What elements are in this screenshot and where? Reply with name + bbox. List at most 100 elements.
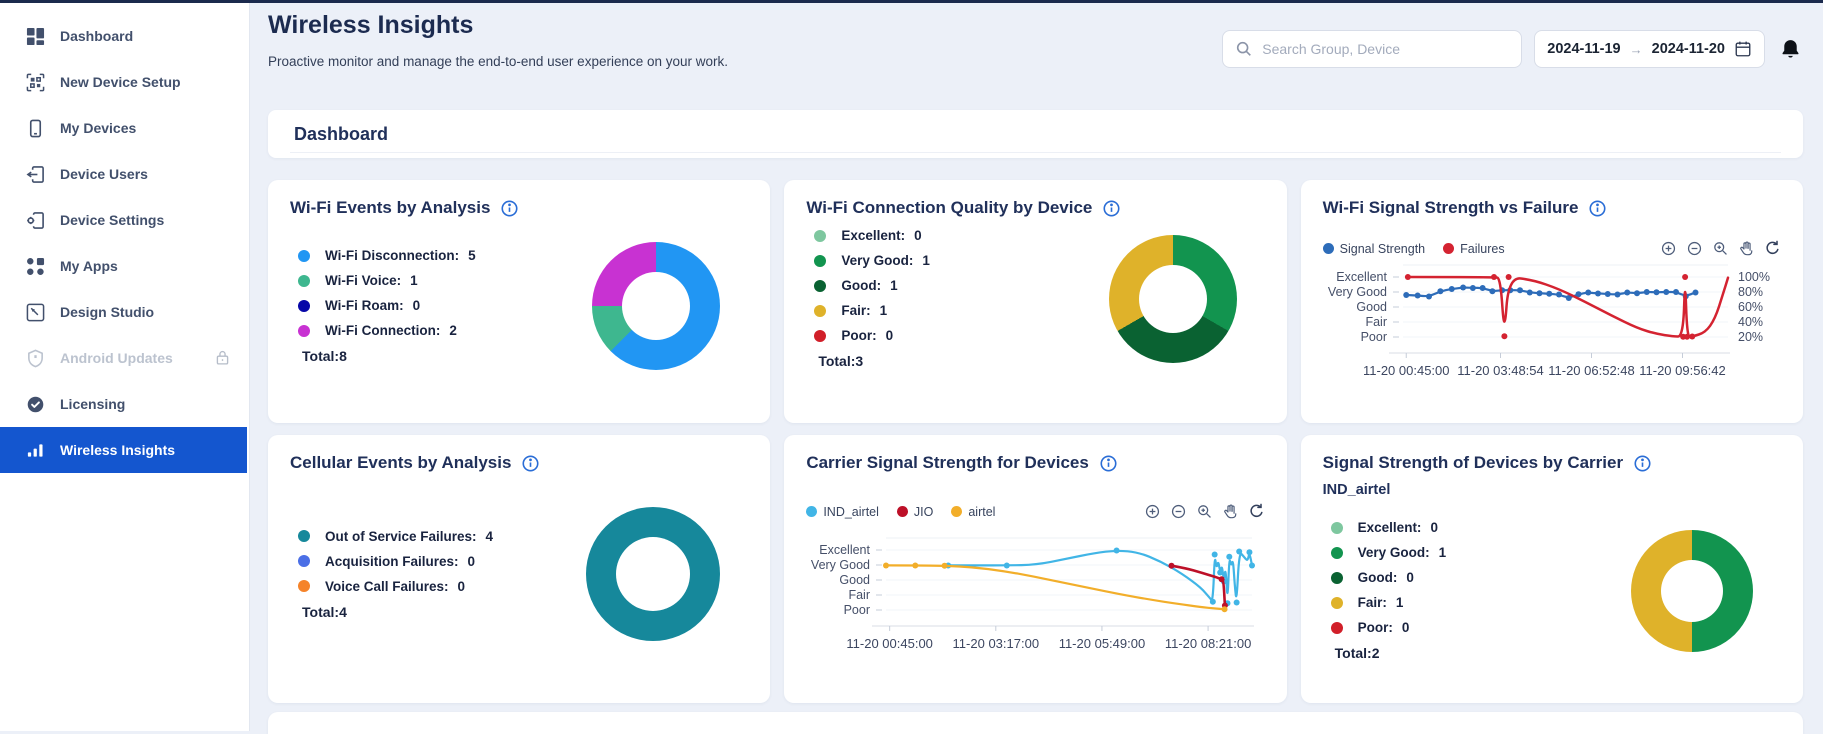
info-icon[interactable] — [1102, 199, 1121, 218]
sidebar-item-label: New Device Setup — [60, 74, 181, 90]
sidebar-item-design-studio[interactable]: Design Studio — [0, 289, 249, 335]
qr-setup-icon — [26, 73, 45, 92]
box-zoom-icon[interactable] — [1712, 240, 1729, 257]
card-cellular-events-by-analysis: Cellular Events by Analysis Out of Servi… — [268, 435, 770, 703]
design-studio-icon — [26, 303, 45, 322]
reset-icon[interactable] — [1764, 240, 1781, 257]
legend-toggle-airtel[interactable]: airtel — [951, 505, 995, 519]
lock-icon — [214, 349, 231, 366]
sidebar: Dashboard New Device Setup My Devices De… — [0, 3, 250, 731]
legend-toggle-signal-strength[interactable]: Signal Strength — [1323, 242, 1425, 256]
zoom-out-icon[interactable] — [1686, 240, 1703, 257]
svg-text:11-20 00:45:00: 11-20 00:45:00 — [1363, 363, 1450, 378]
legend: Excellent:0 Very Good:1 Good:0 Fair:1 Po… — [1323, 520, 1631, 661]
sidebar-item-dashboard[interactable]: Dashboard — [0, 13, 249, 59]
chart-toolbar — [1144, 503, 1265, 520]
reset-icon[interactable] — [1248, 503, 1265, 520]
legend-total: Total:4 — [302, 604, 586, 620]
card-title: Carrier Signal Strength for Devices — [806, 453, 1088, 473]
info-icon[interactable] — [1099, 454, 1118, 473]
svg-text:Very Good: Very Good — [811, 558, 870, 572]
legend-dot — [298, 530, 310, 542]
svg-text:60%: 60% — [1738, 300, 1763, 314]
legend-item: Poor:0 — [814, 328, 1108, 343]
search-input[interactable] — [1262, 41, 1509, 57]
legend-dot — [1331, 597, 1343, 609]
zoom-in-icon[interactable] — [1144, 503, 1161, 520]
header-controls: 2024-11-19 → 2024-11-20 — [1222, 30, 1803, 68]
svg-text:20%: 20% — [1738, 330, 1763, 344]
svg-text:Fair: Fair — [849, 588, 871, 602]
info-icon[interactable] — [521, 454, 540, 473]
search-box[interactable] — [1222, 30, 1522, 68]
svg-text:Good: Good — [840, 573, 871, 587]
sidebar-item-label: Device Users — [60, 166, 148, 182]
legend-dot — [298, 250, 310, 262]
legend-item: Excellent:0 — [814, 228, 1108, 243]
sidebar-item-label: Licensing — [60, 396, 125, 412]
legend-toggle-jio[interactable]: JIO — [897, 505, 933, 519]
sidebar-item-my-devices[interactable]: My Devices — [0, 105, 249, 151]
device-settings-icon — [26, 211, 45, 230]
sidebar-item-my-apps[interactable]: My Apps — [0, 243, 249, 289]
donut-chart[interactable] — [592, 242, 720, 370]
legend-item: Excellent:0 — [1331, 520, 1631, 535]
card-carrier-signal-strength: Carrier Signal Strength for Devices IND_… — [784, 435, 1286, 703]
main-content: Wireless Insights Proactive monitor and … — [250, 3, 1823, 731]
box-zoom-icon[interactable] — [1196, 503, 1213, 520]
top-border — [0, 0, 1823, 3]
pan-icon[interactable] — [1738, 240, 1755, 257]
card-wifi-signal-vs-failure: Wi-Fi Signal Strength vs Failure Signal … — [1301, 180, 1803, 423]
date-arrow-icon: → — [1630, 42, 1643, 57]
legend-item: Wi-Fi Voice:1 — [298, 273, 592, 288]
svg-text:11-20 08:21:00: 11-20 08:21:00 — [1165, 636, 1252, 651]
legend-dot — [814, 330, 826, 342]
legend-item: Wi-Fi Connection:2 — [298, 323, 592, 338]
sidebar-item-label: Device Settings — [60, 212, 164, 228]
legend-total: Total:8 — [302, 348, 592, 364]
legend-item: Out of Service Failures:4 — [298, 529, 586, 544]
svg-text:Excellent: Excellent — [1336, 270, 1387, 284]
sidebar-item-label: Wireless Insights — [60, 442, 175, 458]
legend-item: Poor:0 — [1331, 620, 1631, 635]
date-from[interactable]: 2024-11-19 — [1547, 41, 1620, 57]
legend-dot — [298, 555, 310, 567]
notifications-bell-icon — [1779, 38, 1802, 61]
page-header: Wireless Insights Proactive monitor and … — [268, 11, 728, 69]
legend: Wi-Fi Disconnection:5 Wi-Fi Voice:1 Wi-F… — [290, 248, 592, 364]
page-title: Wireless Insights — [268, 11, 728, 40]
section-title: Dashboard — [294, 124, 388, 145]
sidebar-item-licensing[interactable]: Licensing — [0, 381, 249, 427]
legend: Out of Service Failures:4 Acquisition Fa… — [290, 529, 586, 620]
donut-chart[interactable] — [1109, 235, 1237, 363]
sidebar-item-device-users[interactable]: Device Users — [0, 151, 249, 197]
zoom-out-icon[interactable] — [1170, 503, 1187, 520]
legend-toggle-failures[interactable]: Failures — [1443, 242, 1504, 256]
info-icon[interactable] — [1588, 199, 1607, 218]
card-title: Wi-Fi Signal Strength vs Failure — [1323, 198, 1579, 218]
dashboard-icon — [26, 27, 45, 46]
donut-chart[interactable] — [1631, 530, 1753, 652]
line-chart-carrier-signal[interactable]: ExcellentVery GoodGoodFairPoor11-20 00:4… — [806, 534, 1270, 664]
legend-toggle-ind-airtel[interactable]: IND_airtel — [806, 505, 879, 519]
date-range-picker[interactable]: 2024-11-19 → 2024-11-20 — [1534, 30, 1765, 68]
date-to[interactable]: 2024-11-20 — [1652, 41, 1725, 57]
sidebar-item-android-updates[interactable]: Android Updates — [0, 335, 249, 381]
license-badge-icon — [26, 395, 45, 414]
legend-item: Very Good:1 — [814, 253, 1108, 268]
notifications-button[interactable] — [1777, 36, 1803, 62]
pan-icon[interactable] — [1222, 503, 1239, 520]
info-icon[interactable] — [500, 199, 519, 218]
donut-chart[interactable] — [586, 507, 720, 641]
legend-dot — [298, 300, 310, 312]
sidebar-item-wireless-insights[interactable]: Wireless Insights — [0, 427, 247, 473]
line-chart-signal-vs-failure[interactable]: ExcellentVery GoodGoodFairPoor100%80%60%… — [1323, 261, 1787, 381]
sidebar-item-new-device-setup[interactable]: New Device Setup — [0, 59, 249, 105]
info-icon[interactable] — [1633, 454, 1652, 473]
legend-item: Good:1 — [814, 278, 1108, 293]
calendar-icon[interactable] — [1734, 40, 1752, 58]
legend-item: Good:0 — [1331, 570, 1631, 585]
chart-toolbar — [1660, 240, 1781, 257]
zoom-in-icon[interactable] — [1660, 240, 1677, 257]
sidebar-item-device-settings[interactable]: Device Settings — [0, 197, 249, 243]
